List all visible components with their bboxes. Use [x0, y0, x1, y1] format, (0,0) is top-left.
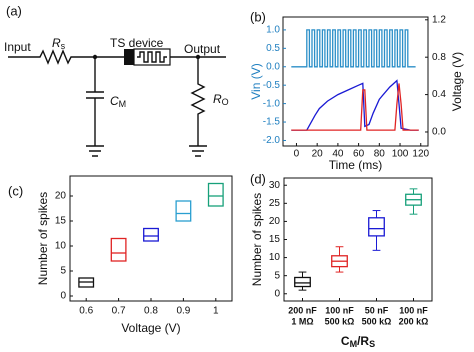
y2-tick-label: 0.8: [432, 52, 446, 63]
y-tick-label: 10: [55, 241, 67, 252]
x-tick-label: 50 nF: [365, 305, 389, 315]
box: [368, 217, 385, 237]
x-tick-label: 20: [312, 149, 324, 160]
y-tick-label: -1.5: [263, 117, 281, 128]
y-axis-title: Number of spikes: [250, 193, 264, 286]
y-tick-label: 5: [60, 266, 66, 277]
y-tick-label: 1.0: [266, 25, 280, 36]
x-tick-label: 1: [213, 306, 219, 317]
x-tick-label: 0.6: [79, 306, 93, 317]
panel-label: (d): [250, 171, 266, 186]
panel-label: (b): [250, 9, 266, 24]
x-axis-title: CM/RS: [341, 334, 375, 349]
y-tick-label: -1.0: [263, 98, 281, 109]
y-tick-label: -2.0: [263, 135, 281, 146]
node: [195, 54, 201, 60]
y-axis-title: Number of spikes: [36, 192, 50, 285]
panel-label: (a): [6, 3, 22, 18]
box: [207, 182, 224, 207]
x-tick-label: 200 nF: [288, 305, 317, 315]
device-label: TS device: [110, 36, 164, 50]
panel-label: (c): [8, 183, 23, 198]
y-tick-label: 0: [274, 288, 280, 299]
y-tick-label: 5: [274, 270, 280, 281]
device-electrode: [124, 49, 134, 65]
y-tick-label: 15: [55, 216, 67, 227]
line-series: [291, 29, 416, 68]
node: [92, 54, 98, 60]
x-tick-label: 500 kΩ: [362, 316, 392, 326]
y2-tick-label: 0.0: [432, 127, 446, 138]
box: [143, 227, 159, 242]
y-tick-label: 20: [55, 191, 67, 202]
output-label: Output: [184, 42, 221, 56]
subscript: M: [119, 99, 127, 109]
y2-axis-title: Voltage (V): [450, 52, 464, 111]
x-tick-label: 100 nF: [399, 305, 428, 315]
symbol: R: [52, 36, 61, 50]
y-axis-title: Vin (V): [249, 63, 263, 99]
y-tick-label: -0.5: [263, 80, 281, 91]
box: [110, 237, 127, 262]
y-tick-label: 25: [269, 198, 281, 209]
y-tick-label: 15: [269, 234, 281, 245]
x-tick-label: 500 kΩ: [325, 316, 355, 326]
ro-label: RO: [213, 92, 229, 107]
subscript: O: [222, 97, 229, 107]
x-axis-title-part: /R: [357, 334, 369, 348]
x-axis-title: Voltage (V): [121, 321, 180, 335]
line-series: [291, 83, 419, 131]
x-axis-title-part: S: [369, 339, 375, 349]
x-tick-label: 0.9: [176, 306, 190, 317]
cm-label: CM: [110, 94, 126, 109]
x-tick-label: 100 nF: [325, 305, 354, 315]
x-tick-label: 1 MΩ: [291, 316, 313, 326]
y-tick-label: 0.0: [266, 61, 280, 72]
symbol: C: [110, 94, 119, 108]
y-tick-label: 0: [60, 291, 66, 302]
x-tick-label: 120: [412, 149, 429, 160]
x-tick-label: 100: [392, 149, 409, 160]
box: [175, 200, 192, 222]
x-tick-label: 0.7: [112, 306, 126, 317]
x-tick-label: 60: [353, 149, 365, 160]
x-axis-title-part: M: [350, 339, 358, 349]
x-tick-label: 200 kΩ: [399, 316, 429, 326]
device-channel: [137, 51, 167, 63]
y2-tick-label: 0.4: [432, 89, 446, 100]
box: [294, 276, 311, 288]
x-tick-label: 80: [374, 149, 386, 160]
circuit: (a) Input Rs TS device Output CM RO: [4, 3, 229, 157]
rs-label: Rs: [52, 36, 66, 51]
y-tick-label: 10: [269, 252, 281, 263]
subscript: s: [61, 41, 66, 51]
x-axis-title-part: C: [341, 334, 350, 348]
y-tick-label: 20: [269, 216, 281, 227]
input-label: Input: [4, 40, 31, 54]
plot-frame: [282, 16, 429, 147]
x-tick-label: 0: [294, 149, 300, 160]
y2-tick-label: 1.2: [432, 14, 446, 25]
y-tick-label: 30: [269, 180, 281, 191]
symbol: R: [213, 92, 222, 106]
x-tick-label: 40: [332, 149, 344, 160]
x-tick-label: 0.8: [144, 306, 158, 317]
y-tick-label: 0.5: [266, 43, 280, 54]
plot-frame: [69, 175, 233, 302]
x-axis-title: Time (ms): [329, 158, 383, 172]
line-series: [291, 79, 419, 131]
